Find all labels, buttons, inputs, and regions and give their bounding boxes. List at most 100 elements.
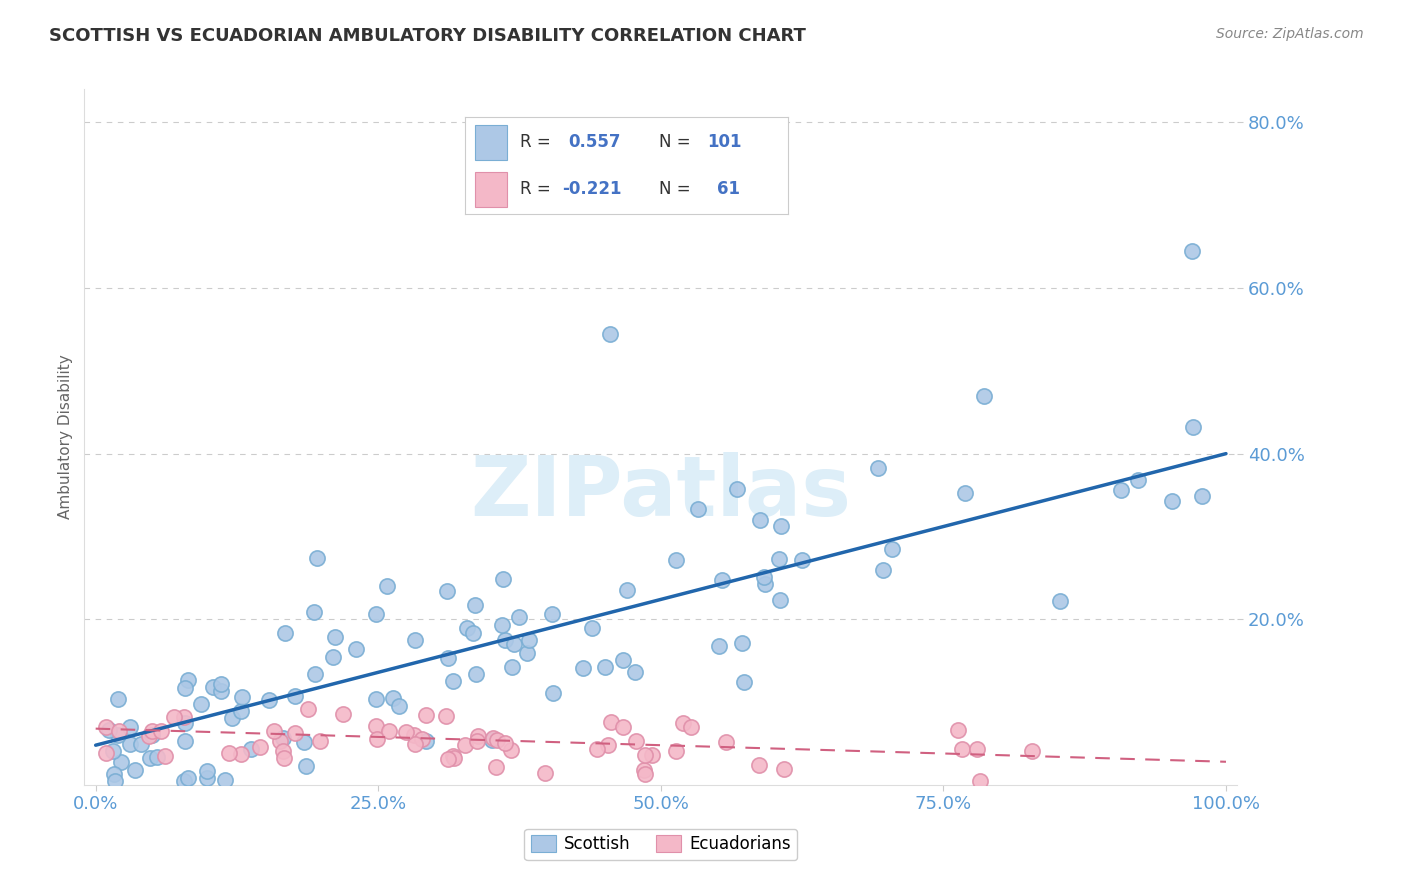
Point: [202, 681, 225, 695]
Point: [437, 752, 460, 766]
Text: Source: ZipAtlas.com: Source: ZipAtlas.com: [1216, 27, 1364, 41]
Text: ZIPatlas: ZIPatlas: [471, 452, 851, 533]
Point: [790, 553, 813, 567]
Point: [733, 675, 755, 690]
Point: [404, 633, 426, 648]
Point: [209, 683, 232, 698]
Y-axis label: Ambulatory Disability: Ambulatory Disability: [58, 355, 73, 519]
Point: [463, 626, 485, 640]
Point: [375, 579, 398, 593]
Point: [950, 742, 973, 756]
Point: [1126, 473, 1149, 487]
Point: [443, 751, 465, 765]
Point: [485, 733, 508, 747]
Point: [221, 711, 243, 725]
Point: [274, 626, 297, 640]
Point: [769, 519, 792, 533]
Point: [456, 621, 478, 635]
Point: [118, 720, 141, 734]
Legend: Scottish, Ecuadorians: Scottish, Ecuadorians: [524, 829, 797, 860]
Point: [1181, 244, 1204, 258]
Point: [322, 649, 344, 664]
Point: [494, 633, 516, 648]
Point: [623, 665, 645, 679]
Point: [754, 570, 776, 584]
Point: [517, 632, 540, 647]
Point: [366, 732, 388, 747]
Point: [411, 731, 433, 746]
Point: [730, 636, 752, 650]
Point: [308, 734, 330, 748]
Point: [541, 686, 564, 700]
Point: [103, 773, 125, 788]
Point: [710, 574, 733, 588]
Point: [404, 737, 426, 751]
Point: [108, 724, 131, 739]
Point: [271, 731, 294, 746]
Point: [503, 637, 526, 651]
Point: [292, 734, 315, 748]
Point: [297, 702, 319, 716]
Point: [492, 572, 515, 586]
Point: [467, 729, 489, 743]
Point: [304, 667, 326, 681]
Point: [946, 723, 969, 738]
Point: [499, 743, 522, 757]
Point: [195, 764, 218, 778]
Point: [633, 763, 655, 777]
Point: [124, 763, 146, 777]
Point: [973, 389, 995, 403]
Point: [516, 646, 538, 660]
Point: [139, 751, 162, 765]
Point: [103, 766, 125, 780]
Point: [249, 740, 271, 755]
Point: [966, 742, 988, 756]
Point: [595, 659, 617, 673]
Point: [872, 563, 894, 577]
Point: [679, 720, 702, 734]
Point: [754, 577, 776, 591]
Point: [640, 748, 662, 763]
Point: [107, 728, 129, 742]
Point: [464, 598, 486, 612]
Point: [263, 724, 285, 739]
Point: [541, 607, 564, 621]
Point: [174, 734, 197, 748]
Point: [482, 731, 505, 745]
Point: [748, 758, 770, 772]
Point: [672, 716, 695, 731]
Point: [686, 501, 709, 516]
Point: [366, 607, 388, 622]
Point: [295, 758, 318, 772]
Point: [177, 673, 200, 687]
Point: [494, 735, 516, 749]
Point: [273, 751, 295, 765]
Point: [229, 747, 252, 762]
Point: [436, 584, 458, 599]
Point: [302, 605, 325, 619]
Point: [344, 641, 367, 656]
Point: [616, 583, 638, 598]
Point: [118, 737, 141, 751]
Point: [395, 725, 418, 739]
Point: [612, 653, 634, 667]
Point: [725, 483, 748, 497]
Point: [491, 618, 513, 632]
Point: [1182, 420, 1205, 434]
Point: [415, 707, 437, 722]
Point: [284, 726, 307, 740]
Point: [534, 765, 557, 780]
Point: [150, 724, 173, 739]
Point: [366, 691, 388, 706]
Point: [508, 610, 530, 624]
Point: [598, 738, 620, 752]
Point: [98, 723, 121, 737]
Point: [464, 667, 486, 681]
Point: [404, 728, 426, 742]
Point: [257, 693, 280, 707]
Point: [600, 714, 623, 729]
Point: [177, 772, 200, 786]
Text: SCOTTISH VS ECUADORIAN AMBULATORY DISABILITY CORRELATION CHART: SCOTTISH VS ECUADORIAN AMBULATORY DISABI…: [49, 27, 806, 45]
Point: [612, 720, 634, 734]
Point: [366, 719, 388, 733]
